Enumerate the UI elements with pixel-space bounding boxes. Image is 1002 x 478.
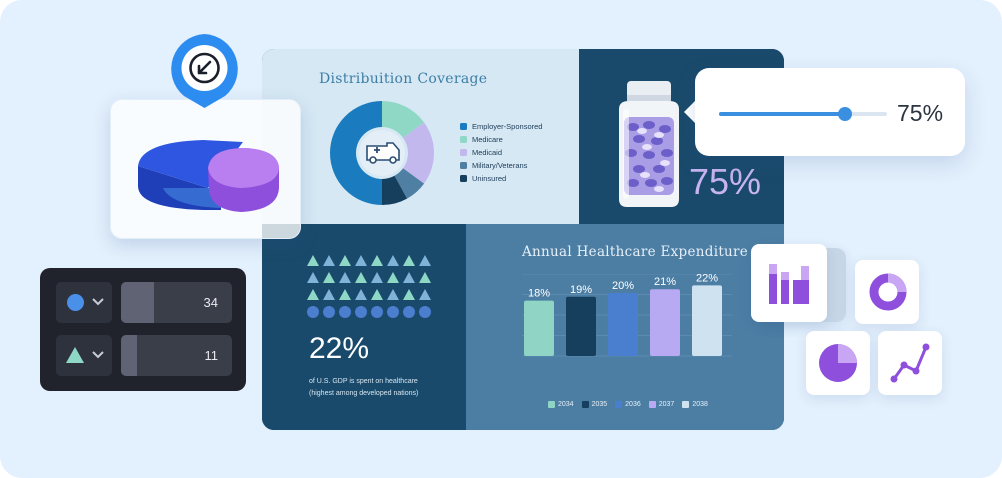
selector-row-circle: 34 <box>56 282 232 323</box>
value-bar-fill <box>121 282 155 323</box>
legend-label: 2038 <box>692 401 708 408</box>
legend-swatch <box>548 401 555 408</box>
donut-chart-icon <box>869 273 907 311</box>
selector-row-triangle: 11 <box>56 335 232 376</box>
chart-legend-item: 2035 <box>581 401 608 408</box>
value-bar-triangle[interactable]: 11 <box>121 335 232 376</box>
slider-card-pointer <box>684 100 696 124</box>
selector-panel: 34 11 <box>40 268 246 391</box>
slider-card: 75% <box>695 68 965 156</box>
ambulance-icon <box>366 142 400 164</box>
legend-swatch <box>615 401 623 408</box>
pill-bottle-icon <box>619 81 679 207</box>
tile-donut-chart[interactable] <box>855 260 919 324</box>
donut-slice <box>382 101 425 138</box>
legend-label: 2034 <box>558 401 574 408</box>
gdp-percent: 22% <box>309 332 370 365</box>
gdp-caption: of U.S. GDP is spent on healthcare (high… <box>309 376 418 400</box>
bar-value-label: 19% <box>570 284 592 296</box>
legend-label: 2036 <box>625 401 641 408</box>
shape-dropdown-circle[interactable] <box>56 282 112 323</box>
bar <box>524 300 554 356</box>
expenditure-bar-chart: 18% 19% 20% 21% 22% <box>522 272 732 389</box>
slider-handle[interactable] <box>838 107 852 121</box>
coverage-legend: Employer-Sponsored Medicare Medicaid Milita… <box>460 120 542 185</box>
chart-legend-item: 2037 <box>648 401 675 408</box>
legend-label: Medicare <box>472 135 503 144</box>
chevron-down-icon <box>92 351 104 359</box>
slider-track[interactable] <box>719 107 887 121</box>
shape-dropdown-triangle[interactable] <box>56 335 112 376</box>
shape-grid-icon <box>307 255 431 318</box>
line-chart-icon <box>890 343 930 383</box>
value-number: 34 <box>203 295 218 310</box>
legend-item: Military/Veterans <box>460 159 542 172</box>
3d-pie-widget[interactable] <box>110 99 301 239</box>
pill-panel: 75% <box>579 49 784 224</box>
legend-label: 2037 <box>658 401 675 408</box>
donut-slice <box>403 122 434 184</box>
value-bar-fill <box>121 335 137 376</box>
legend-swatch <box>648 401 656 408</box>
triangle-icon <box>66 347 84 363</box>
bar-chart-icon <box>769 264 809 304</box>
value-number: 11 <box>204 348 219 363</box>
chart-legend: 2034 2035 2036 2037 2038 <box>548 401 716 408</box>
gdp-caption-line1: of U.S. GDP is spent on healthcare <box>309 378 418 385</box>
legend-swatch <box>581 401 589 408</box>
legend-swatch <box>460 175 467 182</box>
coverage-panel: Distribuition Coverage Employer-Sponsore… <box>262 49 579 224</box>
legend-swatch <box>460 123 467 130</box>
legend-label: Medicaid <box>472 148 503 157</box>
chart-legend-item: 2034 <box>548 401 574 408</box>
legend-swatch <box>460 149 467 156</box>
chart-legend-item: 2036 <box>615 401 641 408</box>
coverage-donut-chart <box>329 100 435 211</box>
tile-bar-chart[interactable] <box>751 244 827 322</box>
bar <box>692 285 722 356</box>
pill-percent-label: 75% <box>689 161 762 202</box>
legend-item: Medicare <box>460 133 542 146</box>
pie-chart-icon <box>819 344 857 382</box>
bar-value-label: 21% <box>654 276 676 288</box>
coverage-title: Distribuition Coverage <box>319 71 488 87</box>
donut-slice <box>330 101 382 205</box>
bar-value-label: 18% <box>528 288 550 300</box>
value-bar-circle[interactable]: 34 <box>121 282 232 323</box>
expenditure-panel: Annual Healthcare Expenditure 18% 19% 20% 2… <box>466 224 784 430</box>
donut-slice <box>382 175 408 205</box>
legend-label: Uninsured <box>472 174 507 183</box>
legend-label: Employer-Sponsored <box>472 122 543 131</box>
circle-icon <box>67 294 84 311</box>
legend-swatch <box>682 401 690 408</box>
legend-label: Military/Veterans <box>472 161 528 170</box>
donut-slice <box>394 168 425 199</box>
bar <box>608 293 638 356</box>
legend-item: Uninsured <box>460 172 542 185</box>
legend-swatch <box>460 136 467 143</box>
chart-legend-item: 2038 <box>682 401 708 408</box>
bar-value-label: 20% <box>612 280 634 292</box>
tile-pie-chart[interactable] <box>806 331 870 395</box>
arrow-down-left-icon[interactable] <box>167 32 242 110</box>
legend-label: 2035 <box>591 401 608 408</box>
chart-title: Annual Healthcare Expenditure <box>522 244 749 260</box>
chevron-down-icon <box>92 298 104 306</box>
bar <box>566 296 596 356</box>
3d-pie-chart-icon <box>138 140 279 212</box>
bar <box>650 289 680 356</box>
legend-swatch <box>460 162 467 169</box>
legend-item: Medicaid <box>460 146 542 159</box>
bar-value-label: 22% <box>696 274 718 284</box>
slider-value: 75% <box>897 100 944 126</box>
gdp-caption-line2: (highest among developed nations) <box>309 390 419 397</box>
gdp-panel: 22% of U.S. GDP is spent on healthcare (… <box>262 224 466 430</box>
tile-line-chart[interactable] <box>878 331 942 395</box>
legend-item: Employer-Sponsored <box>460 120 542 133</box>
slider-fill <box>719 112 845 116</box>
